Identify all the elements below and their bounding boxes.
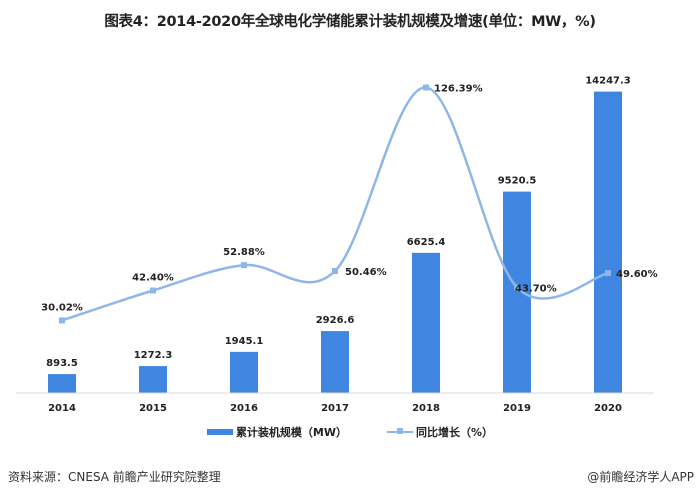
bar-value-label: 893.5 xyxy=(46,358,78,369)
bar-2019 xyxy=(503,191,531,393)
growth-point-2014 xyxy=(59,317,65,324)
bar-value-label: 2926.6 xyxy=(316,315,355,326)
x-tick-label: 2019 xyxy=(503,403,531,414)
bar-value-label: 1945.1 xyxy=(225,336,264,347)
bar-2020 xyxy=(594,91,622,393)
legend-line-swatch xyxy=(387,428,414,434)
bar-value-label: 9520.5 xyxy=(498,176,537,187)
x-tick-label: 2017 xyxy=(321,403,349,414)
growth-value-label: 49.60% xyxy=(616,269,658,280)
x-tick-label: 2014 xyxy=(48,403,76,414)
growth-point-2020 xyxy=(605,270,611,277)
growth-point-2016 xyxy=(241,262,247,269)
bar-2017 xyxy=(321,331,349,393)
legend-line-label: 同比增长（%） xyxy=(416,426,494,439)
bar-2015 xyxy=(139,366,167,393)
chart-title: 图表4：2014-2020年全球电化学储能累计装机规模及增速(单位：MW，%) xyxy=(104,14,596,30)
growth-point-2015 xyxy=(150,287,156,294)
bar-value-label: 6625.4 xyxy=(407,237,446,248)
bar-2014 xyxy=(48,374,76,393)
brand-credit: @前瞻经济学人APP xyxy=(587,470,694,484)
bar-2018 xyxy=(412,252,440,393)
legend-item-line: 同比增长（%） xyxy=(387,424,493,440)
growth-point-2018 xyxy=(423,84,429,91)
growth-point-2019 xyxy=(514,284,520,291)
legend-bar-label: 累计装机规模（MW） xyxy=(235,426,348,439)
x-tick-label: 2015 xyxy=(139,403,167,414)
legend-item-bar: 累计装机规模（MW） xyxy=(206,424,348,440)
x-tick-label: 2016 xyxy=(230,403,258,414)
growth-value-label: 42.40% xyxy=(132,272,174,283)
x-tick-label: 2018 xyxy=(412,403,440,414)
legend: 累计装机规模（MW） 同比增长（%） xyxy=(0,424,700,440)
growth-value-label: 30.02% xyxy=(41,302,83,313)
x-tick-label: 2020 xyxy=(594,403,622,414)
growth-value-label: 126.39% xyxy=(434,83,483,94)
legend-bar-swatch xyxy=(206,429,233,435)
bar-2016 xyxy=(230,351,258,393)
bar-value-label: 1272.3 xyxy=(134,350,173,361)
growth-value-label: 50.46% xyxy=(345,267,387,278)
growth-point-2017 xyxy=(332,268,338,275)
source-note: 资料来源：CNESA 前瞻产业研究院整理 xyxy=(8,470,221,484)
growth-value-label: 43.70% xyxy=(515,283,557,294)
chart: 2014 2015 2016 2017 2018 2019 2020 893.5 1272.3… xyxy=(16,76,658,414)
bar-value-label: 14247.3 xyxy=(585,76,631,87)
growth-value-label: 52.88% xyxy=(223,247,265,258)
